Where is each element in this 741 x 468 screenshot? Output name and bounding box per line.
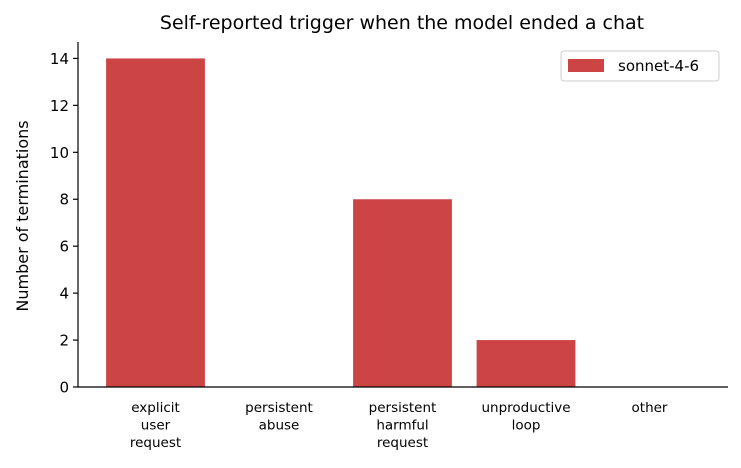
legend-label: sonnet-4-6	[618, 57, 699, 75]
x-tick-label: other	[632, 400, 668, 416]
y-tick-label: 4	[59, 285, 69, 303]
y-tick-label: 12	[50, 97, 69, 115]
x-tick-label: persistent harmful request	[369, 400, 437, 451]
y-tick-label: 8	[59, 191, 69, 209]
bar	[476, 340, 576, 387]
y-tick-label: 0	[59, 379, 69, 397]
legend-swatch	[568, 59, 604, 72]
y-axis-label: Number of terminations	[13, 120, 32, 311]
x-tick-label: persistent abuse	[245, 400, 313, 434]
legend: sonnet-4-6	[560, 50, 720, 82]
bar	[106, 58, 205, 388]
axes-layer: 0 2 4 6 8 10 12 14 explicit user request persistent…	[50, 42, 728, 451]
y-tick-label: 6	[59, 238, 69, 256]
x-tick-label: explicit user request	[130, 400, 181, 451]
y-tick-label: 10	[50, 144, 69, 162]
chart-title: Self-reported trigger when the model end…	[160, 12, 644, 34]
bar	[353, 199, 452, 387]
legend-frame	[560, 50, 720, 82]
bars-layer	[106, 58, 576, 388]
y-tick-label: 2	[59, 332, 69, 350]
x-tick-label: unproductive loop	[481, 400, 570, 434]
y-tick-label: 14	[50, 50, 69, 68]
